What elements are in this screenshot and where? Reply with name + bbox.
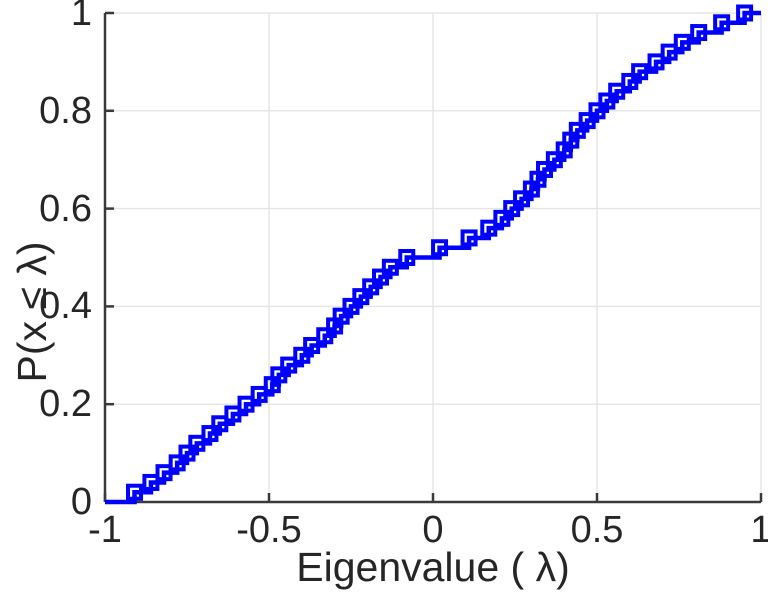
data-point-marker (178, 444, 196, 462)
data-point-marker (673, 33, 691, 51)
data-point-marker (188, 434, 206, 452)
y-tick-label: 0 (70, 481, 92, 523)
data-point-marker (381, 258, 399, 276)
data-point-marker (201, 425, 219, 443)
data-point-marker (316, 327, 334, 345)
ecdf-stairs-line (105, 10, 761, 505)
data-point-marker (536, 160, 554, 178)
data-point-marker (503, 200, 521, 218)
y-tick-label: 1 (70, 0, 92, 34)
data-point-marker (493, 209, 511, 227)
data-point-marker (480, 219, 498, 237)
data-point-marker (372, 268, 390, 286)
data-point-marker (398, 249, 416, 266)
data-point-marker (332, 307, 350, 325)
y-tick-label: 0.4 (39, 285, 92, 327)
x-tick-label: 0 (422, 509, 444, 551)
data-point-marker (647, 53, 665, 71)
data-point-marker (513, 190, 531, 208)
data-point-marker (168, 454, 186, 472)
x-axis-title: Eigenvalue ( λ) (296, 544, 570, 590)
data-point-marker (293, 346, 311, 364)
data-point-marker (568, 121, 586, 139)
data-point-marker (155, 464, 173, 482)
y-tick-label: 0.2 (39, 383, 92, 425)
data-point-marker (545, 151, 563, 169)
data-point-marker (142, 473, 160, 491)
y-axis-title: P(x ≤ λ) (9, 241, 55, 383)
data-point-marker (211, 415, 229, 433)
data-point-marker (250, 385, 268, 403)
data-point-marker (270, 366, 288, 384)
x-tick-label: -0.5 (236, 509, 302, 551)
data-point-marker (237, 395, 255, 413)
y-tick-label: 0.8 (39, 90, 92, 132)
y-tick-label: 0.6 (39, 188, 92, 230)
data-point-marker (362, 278, 380, 296)
data-point-marker (713, 14, 731, 32)
data-point-marker (280, 356, 298, 374)
data-point-marker (342, 297, 360, 315)
data-point-marker (690, 24, 708, 42)
data-point-marker (736, 4, 754, 22)
data-point-marker (631, 63, 649, 81)
data-point-marker (126, 483, 144, 501)
data-point-marker (621, 72, 639, 90)
data-point-marker (588, 102, 606, 120)
data-point-marker (431, 239, 449, 257)
data-point-marker (460, 229, 478, 247)
data-point-marker (598, 92, 616, 110)
x-tick-label: -1 (88, 509, 122, 551)
data-point-marker (224, 405, 242, 423)
x-tick-label: 1 (750, 509, 768, 551)
data-point-marker (303, 337, 321, 355)
data-point-marker (608, 82, 626, 100)
data-point-marker (578, 112, 596, 130)
data-point-marker (660, 43, 678, 61)
data-point-marker (352, 288, 370, 306)
x-tick-label: 0.5 (570, 509, 624, 551)
